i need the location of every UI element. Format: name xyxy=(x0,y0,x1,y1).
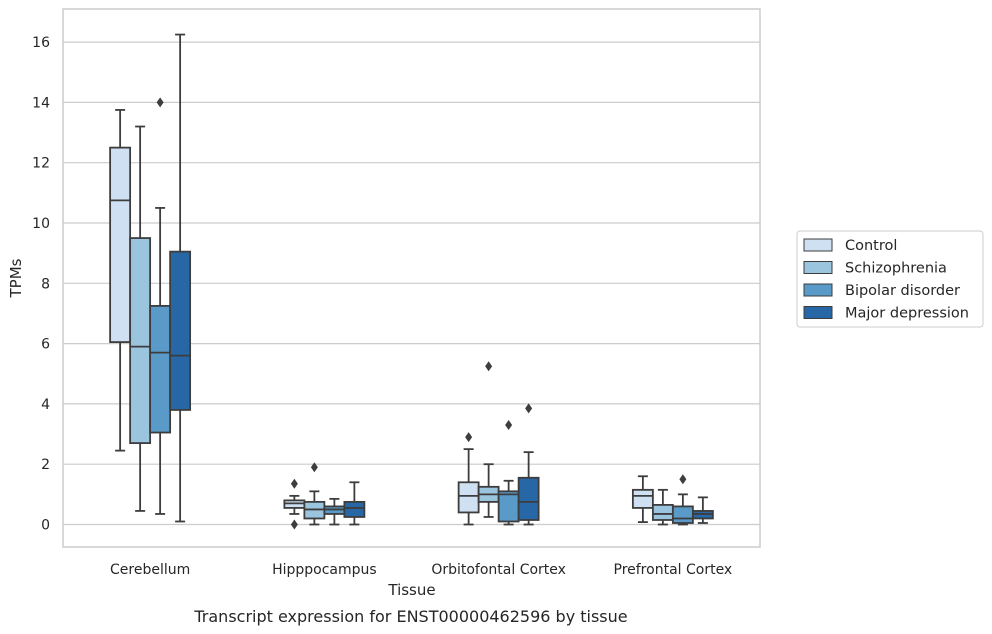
outlier-point xyxy=(525,403,533,414)
outlier-point xyxy=(465,432,473,443)
outlier-point xyxy=(290,519,298,530)
box xyxy=(303,462,326,526)
box xyxy=(457,432,480,526)
box xyxy=(477,361,500,518)
y-tick-label: 6 xyxy=(41,337,50,353)
x-tick-label: Hipppocampus xyxy=(272,562,377,578)
box-body xyxy=(457,481,480,514)
box-body xyxy=(109,146,132,343)
y-tick-label: 0 xyxy=(41,518,50,534)
box xyxy=(497,420,520,526)
box xyxy=(691,496,714,524)
legend-label: Bipolar disorder xyxy=(845,283,960,299)
legend-swatch xyxy=(803,306,833,319)
x-tick-label: Cerebellum xyxy=(110,562,190,578)
outlier-point xyxy=(679,474,687,485)
y-tick-label: 12 xyxy=(32,156,50,172)
y-tick-label: 14 xyxy=(32,95,50,111)
box-body xyxy=(343,500,366,518)
legend-swatch xyxy=(803,261,833,274)
plot-area-background xyxy=(63,9,760,547)
box xyxy=(631,475,654,523)
box xyxy=(129,125,152,512)
outlier-point xyxy=(485,361,493,372)
box-body xyxy=(671,505,694,524)
legend: Control Schizophrenia Bipolar disorder Majo… xyxy=(796,230,984,328)
legend-label: Schizophrenia xyxy=(845,261,947,277)
box-series xyxy=(109,33,714,530)
y-tick-label: 10 xyxy=(32,216,50,232)
legend-swatch xyxy=(803,238,833,252)
box-body xyxy=(129,237,152,444)
plot-area-frame xyxy=(62,8,761,548)
box-body xyxy=(169,250,192,411)
x-tick-label: Prefrontal Cortex xyxy=(614,562,733,578)
legend-swatch xyxy=(803,283,833,297)
box xyxy=(343,481,366,526)
y-tick-label: 4 xyxy=(41,397,50,413)
x-axis-label: Tissue xyxy=(387,581,435,599)
outlier-point xyxy=(505,420,513,431)
x-tick-labels: Cerebellum Hipppocampus Orbitofontal Corte… xyxy=(110,562,732,578)
y-axis-label: TPMs xyxy=(7,258,25,298)
box-body xyxy=(651,504,674,521)
outlier-point xyxy=(156,97,164,108)
box-body xyxy=(517,476,540,521)
y-tick-label: 8 xyxy=(41,276,50,292)
outlier-point xyxy=(310,462,318,473)
y-tick-label: 16 xyxy=(32,35,50,51)
box xyxy=(517,403,540,526)
box xyxy=(109,109,132,452)
y-tick-labels: 0 2 4 6 8 10 12 14 16 xyxy=(32,35,50,533)
x-tick-label: Orbitofontal Cortex xyxy=(431,562,566,578)
box-body xyxy=(149,305,172,434)
box xyxy=(149,97,172,515)
box-body xyxy=(631,488,654,509)
outlier-point xyxy=(290,478,298,489)
y-tick-label: 2 xyxy=(41,457,50,473)
legend-label: Major depression xyxy=(845,306,969,322)
box-body xyxy=(497,490,520,523)
legend-label: Control xyxy=(845,238,897,254)
chart-caption: Transcript expression for ENST0000046259… xyxy=(193,607,627,626)
legend-frame xyxy=(796,230,984,328)
box xyxy=(169,33,192,523)
